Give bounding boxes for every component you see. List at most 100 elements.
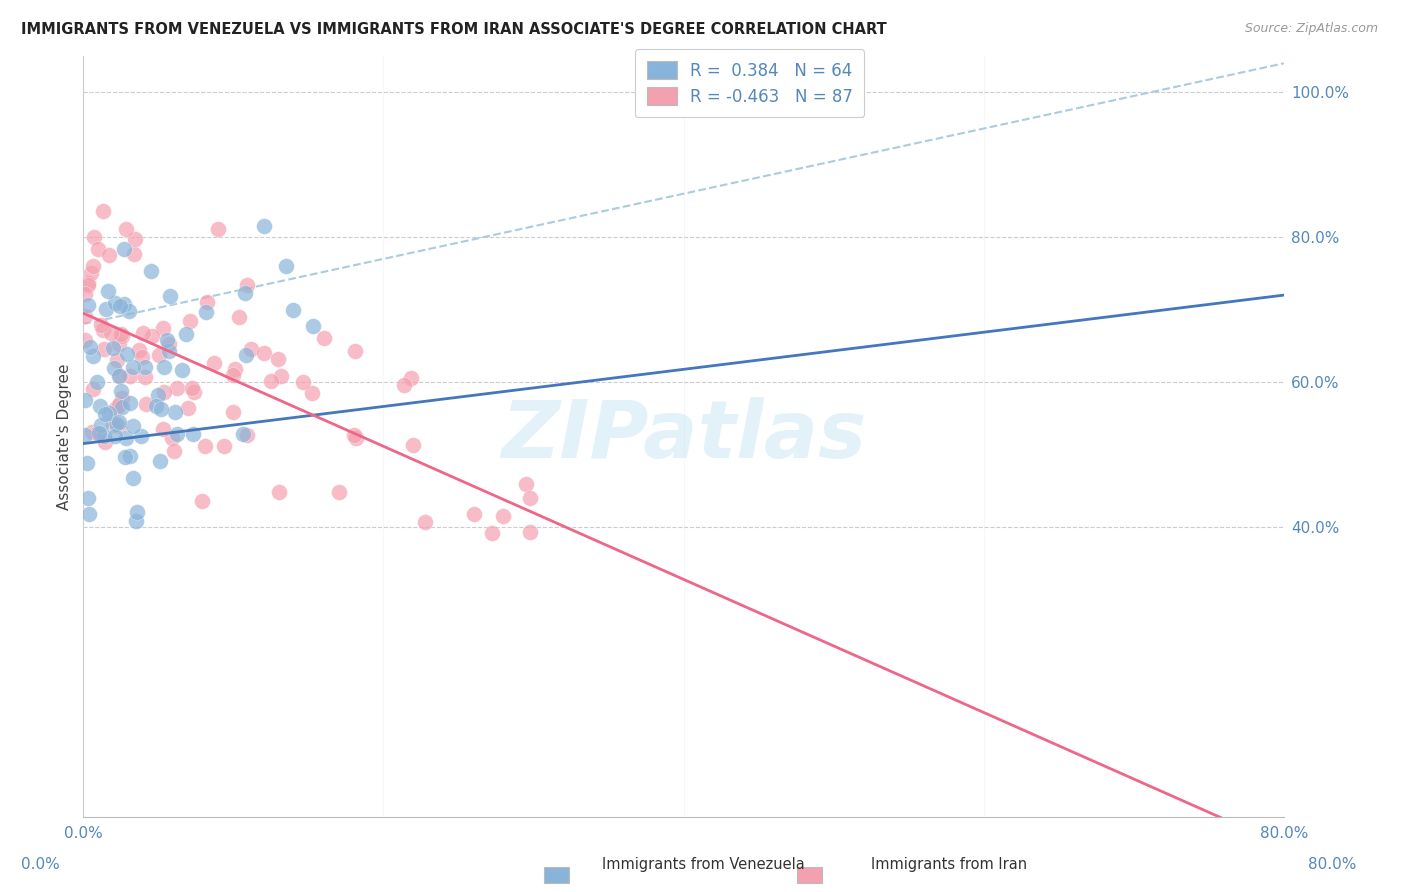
Point — [87, 243, 110, 257]
Point — [145, 399, 167, 413]
Point — [195, 295, 218, 310]
Point — [105, 353, 128, 368]
Point — [141, 328, 163, 343]
Point — [240, 342, 263, 356]
Point — [76, 278, 98, 293]
Point — [179, 314, 201, 328]
Point — [108, 419, 131, 434]
Point — [120, 450, 142, 464]
Point — [90, 417, 112, 432]
Point — [149, 454, 172, 468]
Point — [302, 318, 325, 333]
Point — [515, 477, 537, 491]
Point — [301, 386, 323, 401]
Point — [110, 300, 132, 314]
Point — [103, 429, 125, 443]
Point — [110, 391, 132, 405]
Point — [194, 439, 217, 453]
Point — [152, 321, 174, 335]
Point — [77, 508, 100, 522]
Point — [252, 346, 274, 360]
Point — [110, 384, 132, 398]
Point — [94, 407, 117, 421]
Point — [107, 398, 129, 412]
Point — [152, 359, 174, 374]
Point — [104, 295, 127, 310]
Point — [86, 426, 108, 441]
Point — [118, 303, 141, 318]
Point — [124, 232, 146, 246]
Point — [110, 396, 132, 410]
Point — [159, 289, 181, 303]
Point — [112, 297, 135, 311]
Point — [77, 491, 100, 505]
Point — [224, 361, 246, 376]
Point — [86, 375, 108, 389]
Point — [83, 230, 105, 244]
Text: Immigrants from Iran: Immigrants from Iran — [870, 857, 1028, 872]
Point — [344, 431, 367, 445]
Point — [174, 327, 197, 342]
Point — [202, 356, 225, 370]
Point — [93, 343, 115, 357]
Point — [82, 350, 104, 364]
Point — [120, 396, 142, 410]
Point — [73, 333, 96, 347]
Point — [82, 259, 104, 273]
Point — [108, 369, 131, 384]
Point — [79, 340, 101, 354]
Point — [122, 470, 145, 484]
Point — [519, 491, 541, 506]
Point — [82, 425, 104, 440]
Point — [87, 426, 110, 441]
Point — [97, 285, 120, 299]
Point — [129, 429, 152, 443]
Point — [228, 310, 250, 324]
Point — [132, 326, 155, 341]
Point — [77, 298, 100, 312]
Point — [141, 264, 163, 278]
Point — [108, 368, 131, 383]
Point — [270, 369, 292, 384]
Text: 80.0%: 80.0% — [1309, 857, 1357, 872]
Point — [163, 444, 186, 458]
Point — [103, 361, 125, 376]
Point — [413, 516, 436, 530]
Point — [122, 360, 145, 375]
Point — [128, 343, 150, 358]
Point — [394, 378, 416, 392]
Point — [212, 438, 235, 452]
Point — [222, 405, 245, 419]
Point — [166, 381, 188, 395]
Point — [114, 450, 136, 465]
Point — [148, 348, 170, 362]
Point — [91, 204, 114, 219]
Point — [183, 384, 205, 399]
Point — [195, 304, 218, 318]
Text: Immigrants from Venezuela: Immigrants from Venezuela — [602, 857, 804, 872]
Point — [232, 427, 254, 442]
Point — [328, 485, 350, 500]
Point — [135, 396, 157, 410]
Point — [491, 509, 513, 524]
Point — [93, 429, 115, 443]
Point — [166, 427, 188, 442]
Point — [312, 331, 335, 345]
Point — [157, 344, 180, 359]
Point — [96, 302, 118, 317]
Point — [77, 276, 100, 290]
Point — [89, 399, 111, 413]
Point — [181, 381, 204, 395]
Point — [125, 505, 148, 519]
Point — [163, 404, 186, 418]
Point — [274, 259, 297, 273]
Point — [181, 426, 204, 441]
Point — [463, 507, 485, 521]
Point — [104, 417, 127, 432]
Point — [82, 382, 104, 396]
Point — [122, 418, 145, 433]
Text: Source: ZipAtlas.com: Source: ZipAtlas.com — [1244, 22, 1378, 36]
Point — [97, 248, 120, 262]
Point — [118, 369, 141, 384]
Point — [156, 333, 179, 347]
